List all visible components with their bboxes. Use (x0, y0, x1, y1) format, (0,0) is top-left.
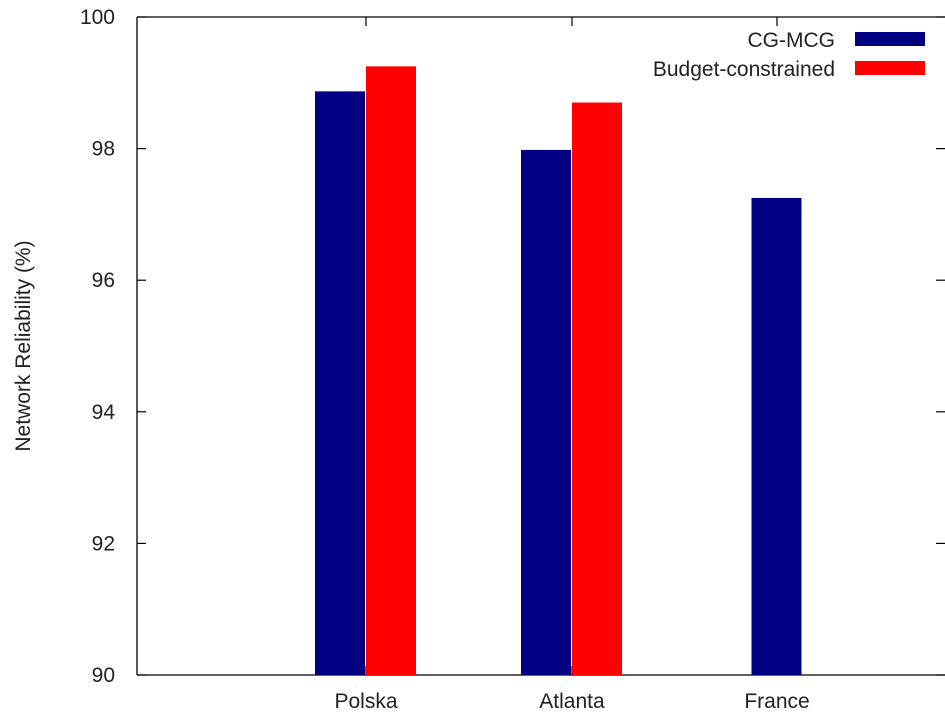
y-tick-label: 94 (92, 401, 116, 424)
x-tick-label: Polska (334, 690, 397, 713)
y-tick-label: 92 (92, 532, 115, 555)
legend-swatch-cg-mcg (855, 32, 925, 46)
y-tick-label: 100 (80, 6, 115, 29)
legend-label-budget-constrained: Budget-constrained (653, 58, 835, 81)
bar-cg-mcg-france (751, 197, 802, 675)
bar-cg-mcg-polska (315, 91, 365, 675)
y-tick-label: 98 (92, 138, 115, 161)
bar-cg-mcg-atlanta (521, 149, 571, 675)
bar-budget-constrained-atlanta (572, 102, 622, 676)
legend: CG-MCG Budget-constrained (653, 29, 925, 81)
legend-swatch-budget-constrained (855, 61, 925, 75)
legend-label-cg-mcg: CG-MCG (748, 29, 836, 52)
bar-budget-constrained-polska (366, 66, 416, 676)
y-tick-label: 96 (92, 269, 115, 292)
y-axis: 90 92 94 96 98 100 (80, 6, 945, 687)
x-tick-label: Atlanta (539, 690, 605, 713)
y-axis-title: Network Reliability (%) (12, 240, 35, 451)
bars (315, 66, 802, 676)
y-tick-label: 90 (92, 664, 115, 687)
x-tick-label: France (744, 690, 809, 713)
